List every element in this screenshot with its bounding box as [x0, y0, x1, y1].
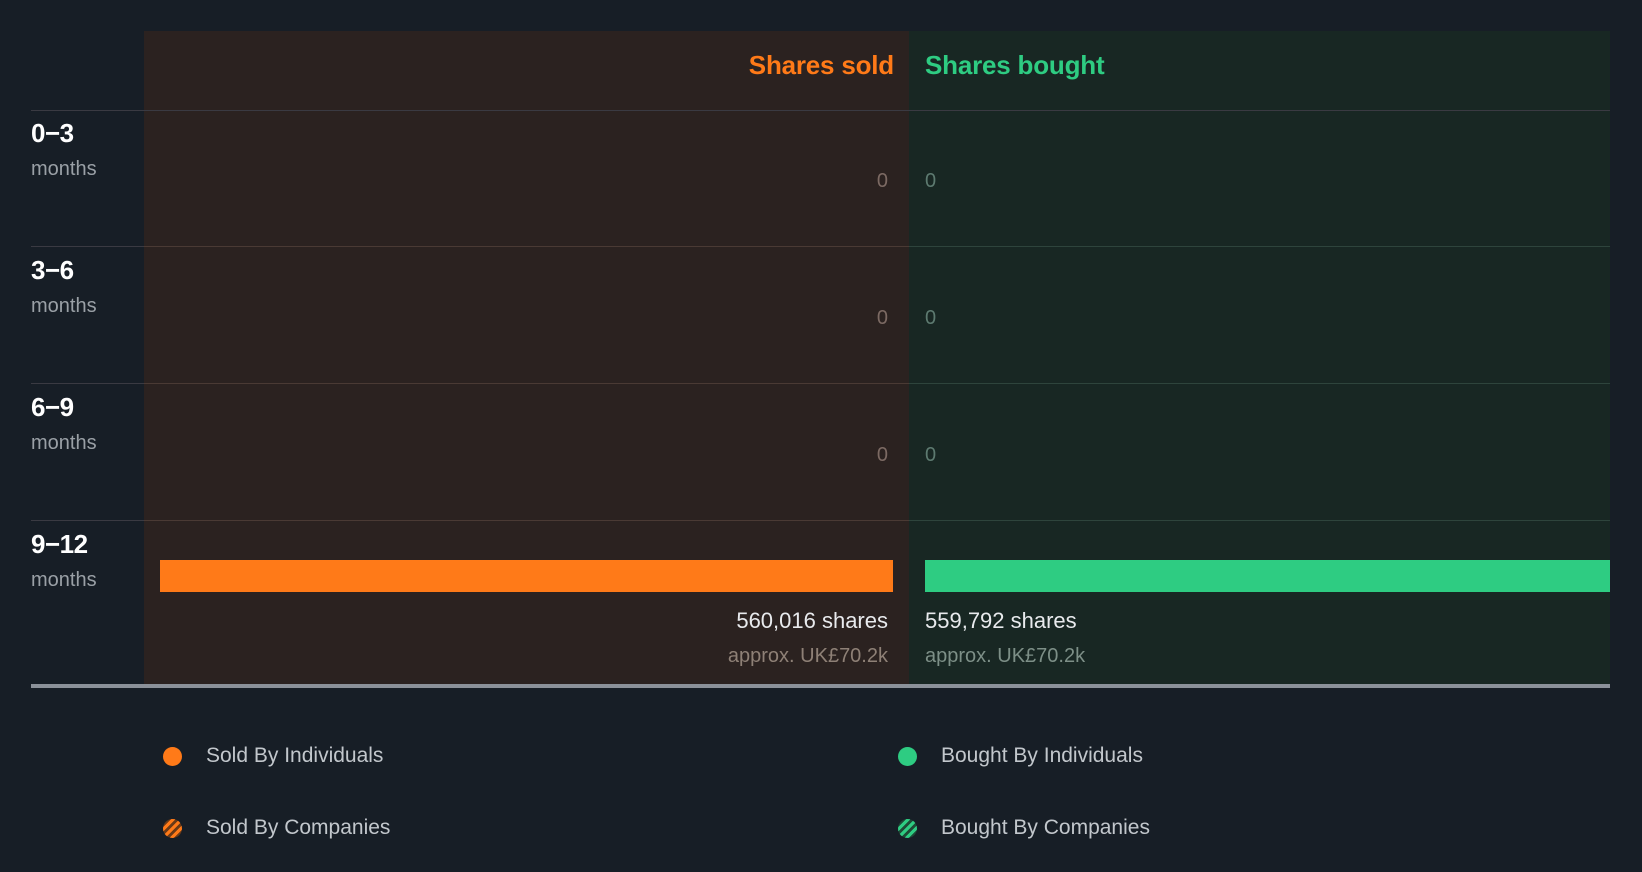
row-range: 0−3: [31, 118, 74, 148]
row-range: 6−9: [31, 392, 74, 422]
row-separator-1: [31, 246, 1610, 247]
row-3-6-sold-value: 0: [876, 307, 888, 329]
row-range: 3−6: [31, 255, 74, 285]
legend-solid-circle-icon: [898, 746, 917, 766]
legend-label: Sold By Companies: [206, 816, 391, 839]
row-range: 9−12: [31, 529, 88, 559]
shares-sold-header: Shares sold: [748, 50, 894, 80]
header-separator: [31, 110, 1610, 111]
row-unit: months: [31, 158, 97, 180]
row-0-3-sold-value: 0: [876, 170, 888, 192]
bottom-axis-line: [31, 684, 1610, 688]
shares-sold-bar[interactable]: [160, 560, 893, 592]
row-label-3-6-months: 3−6 months: [31, 257, 136, 316]
row-0-3-bought-value: 0: [925, 170, 937, 192]
row-unit: months: [31, 295, 97, 317]
legend-label: Bought By Individuals: [941, 744, 1143, 767]
row-separator-3: [31, 520, 1610, 521]
row-3-6-bought-value: 0: [925, 307, 937, 329]
shares-sold-value: 560,016 shares: [736, 608, 888, 633]
shares-bought-header: Shares bought: [925, 50, 1105, 80]
legend-label: Bought By Companies: [941, 816, 1150, 839]
row-6-9-bought-value: 0: [925, 444, 937, 466]
shares-sold-approx-value: approx. UK£70.2k: [727, 645, 888, 667]
shares-bought-value: 559,792 shares: [925, 608, 1077, 633]
row-6-9-sold-value: 0: [876, 444, 888, 466]
row-unit: months: [31, 432, 97, 454]
legend-item-sold-by-companies[interactable]: Sold By Companies: [163, 816, 390, 840]
row-unit: months: [31, 569, 97, 591]
legend-label: Sold By Individuals: [206, 744, 384, 767]
row-separator-2: [31, 383, 1610, 384]
shares-bought-approx-value: approx. UK£70.2k: [925, 645, 1086, 667]
legend-item-sold-by-individuals[interactable]: Sold By Individuals: [163, 744, 383, 768]
legend-item-bought-by-individuals[interactable]: Bought By Individuals: [898, 744, 1143, 768]
row-label-6-9-months: 6−9 months: [31, 394, 136, 453]
legend-solid-circle-icon: [163, 746, 182, 766]
legend-item-bought-by-companies[interactable]: Bought By Companies: [898, 816, 1150, 840]
legend-hatched-circle-icon: [163, 818, 182, 838]
row-label-0-3-months: 0−3 months: [31, 120, 136, 179]
shares-bought-bar[interactable]: [925, 560, 1610, 592]
row-label-9-12-months: 9−12 months: [31, 531, 136, 590]
legend-hatched-circle-icon: [898, 818, 917, 838]
